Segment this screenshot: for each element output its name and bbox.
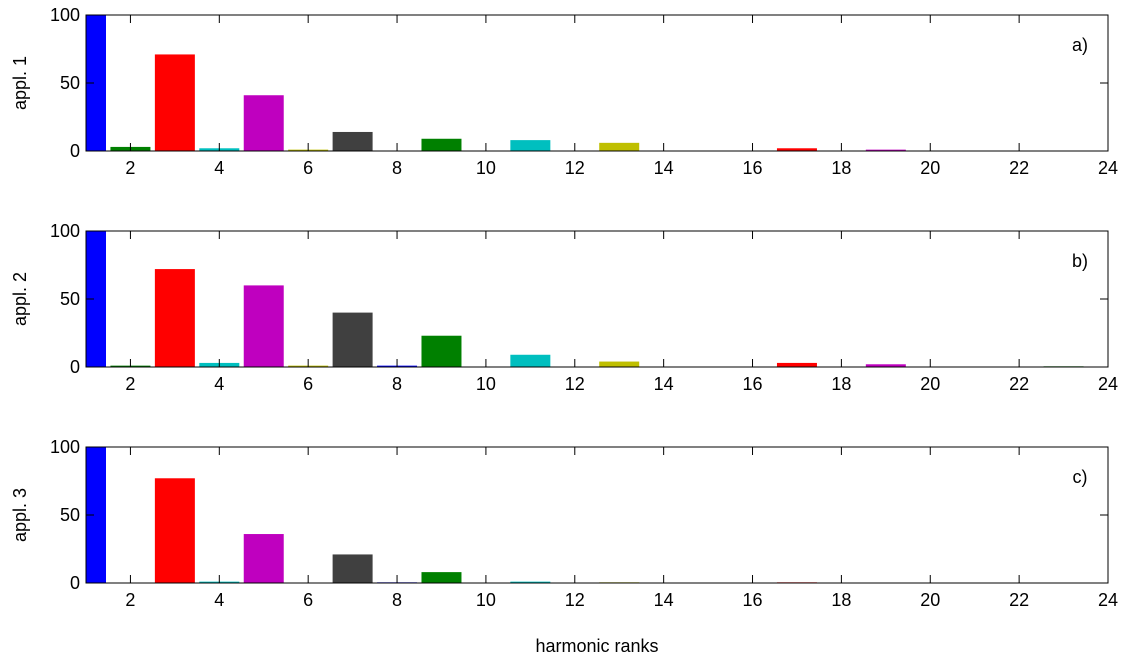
y-axis-label: appl. 2 [10, 272, 30, 326]
x-tick-label: 14 [654, 590, 674, 610]
bar-harmonic-3 [154, 269, 195, 367]
bar-harmonic-9 [421, 572, 462, 583]
bar-harmonic-11 [510, 140, 551, 151]
bar-harmonic-7 [332, 312, 373, 367]
x-tick-label: 6 [303, 590, 313, 610]
x-tick-label: 2 [125, 590, 135, 610]
y-axis-label: appl. 3 [10, 488, 30, 542]
bar-harmonic-7 [332, 554, 373, 583]
x-tick-label: 14 [654, 374, 674, 394]
y-tick-label: 100 [50, 221, 80, 241]
x-tick-label: 2 [125, 158, 135, 178]
bar-harmonic-13 [599, 361, 640, 367]
bar-harmonic-9 [421, 335, 462, 367]
x-tick-label: 16 [743, 374, 763, 394]
y-tick-label: 100 [50, 5, 80, 25]
x-tick-label: 10 [476, 158, 496, 178]
bar-harmonic-11 [510, 354, 551, 367]
y-tick-label: 0 [70, 573, 80, 593]
x-tick-label: 22 [1009, 590, 1029, 610]
axes-frame [85, 446, 1109, 584]
bar-harmonic-5 [243, 95, 284, 151]
bar-harmonic-17 [776, 148, 817, 151]
bar-harmonic-7 [332, 131, 373, 151]
x-tick-label: 12 [565, 374, 585, 394]
x-tick-label: 24 [1098, 590, 1118, 610]
y-tick-label: 50 [60, 289, 80, 309]
x-tick-label: 8 [392, 590, 402, 610]
x-tick-label: 8 [392, 158, 402, 178]
y-tick-label: 0 [70, 141, 80, 161]
x-tick-label: 10 [476, 374, 496, 394]
x-tick-label: 6 [303, 158, 313, 178]
bar-harmonic-5 [243, 534, 284, 583]
x-tick-label: 22 [1009, 374, 1029, 394]
bar-harmonic-9 [421, 138, 462, 151]
x-tick-label: 22 [1009, 158, 1029, 178]
x-tick-label: 16 [743, 590, 763, 610]
x-tick-label: 16 [743, 158, 763, 178]
x-axis-label: harmonic ranks [535, 636, 658, 656]
x-tick-label: 20 [920, 590, 940, 610]
bar-harmonic-5 [243, 285, 284, 367]
y-tick-label: 100 [50, 437, 80, 457]
x-tick-label: 24 [1098, 158, 1118, 178]
x-tick-label: 4 [214, 590, 224, 610]
x-tick-label: 8 [392, 374, 402, 394]
x-tick-label: 12 [565, 590, 585, 610]
x-tick-label: 10 [476, 590, 496, 610]
bar-harmonic-1 [86, 231, 106, 367]
x-tick-label: 4 [214, 158, 224, 178]
bar-harmonic-3 [154, 478, 195, 583]
x-tick-label: 4 [214, 374, 224, 394]
bar-harmonic-3 [154, 54, 195, 151]
axes-frame [85, 230, 1109, 368]
x-tick-label: 24 [1098, 374, 1118, 394]
x-tick-label: 18 [831, 374, 851, 394]
panel-label: c) [1073, 467, 1088, 487]
bar-harmonic-17 [776, 362, 817, 367]
panel-label: a) [1072, 35, 1088, 55]
x-tick-label: 18 [831, 590, 851, 610]
x-tick-label: 2 [125, 374, 135, 394]
bar-harmonic-1 [86, 15, 106, 151]
y-axis-label: appl. 1 [10, 56, 30, 110]
bar-harmonic-13 [599, 142, 640, 151]
axes-frame [85, 14, 1109, 152]
x-tick-label: 14 [654, 158, 674, 178]
y-tick-label: 0 [70, 357, 80, 377]
panel-label: b) [1072, 251, 1088, 271]
y-tick-label: 50 [60, 505, 80, 525]
y-tick-label: 50 [60, 73, 80, 93]
x-tick-label: 12 [565, 158, 585, 178]
x-tick-label: 20 [920, 158, 940, 178]
bar-harmonic-19 [865, 149, 906, 151]
x-tick-label: 20 [920, 374, 940, 394]
bar-harmonic-1 [86, 447, 106, 583]
x-tick-label: 18 [831, 158, 851, 178]
bar-harmonic-11 [510, 581, 551, 583]
bar-harmonic-19 [865, 364, 906, 367]
x-tick-label: 6 [303, 374, 313, 394]
